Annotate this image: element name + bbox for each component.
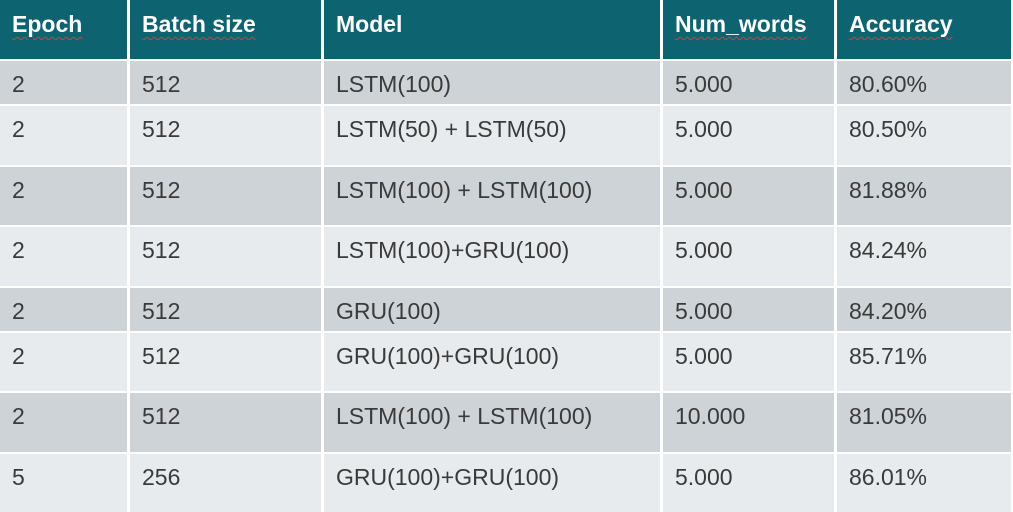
cell-epoch: 5: [0, 454, 127, 512]
header-num-words: Num_words: [663, 0, 834, 59]
cell-epoch: 2: [0, 333, 127, 391]
cell-batch-size: 512: [130, 167, 321, 225]
header-accuracy: Accuracy: [837, 0, 1011, 59]
cell-accuracy: 80.60%: [837, 61, 1011, 104]
cell-model: LSTM(100) + LSTM(100): [324, 393, 660, 452]
cell-batch-size: 512: [130, 393, 321, 452]
cell-model: LSTM(50) + LSTM(50): [324, 106, 660, 165]
cell-epoch: 2: [0, 393, 127, 452]
cell-model: GRU(100)+GRU(100): [324, 454, 660, 512]
cell-epoch: 2: [0, 227, 127, 286]
cell-batch-size: 512: [130, 227, 321, 286]
cell-epoch: 2: [0, 61, 127, 104]
cell-accuracy: 86.01%: [837, 454, 1011, 512]
cell-batch-size: 512: [130, 333, 321, 391]
cell-num-words: 5.000: [663, 227, 834, 286]
cell-accuracy: 85.71%: [837, 333, 1011, 391]
cell-accuracy: 81.88%: [837, 167, 1011, 225]
cell-model: LSTM(100)+GRU(100): [324, 227, 660, 286]
cell-model: GRU(100)+GRU(100): [324, 333, 660, 391]
cell-model: LSTM(100): [324, 61, 660, 104]
cell-num-words: 5.000: [663, 454, 834, 512]
cell-batch-size: 512: [130, 106, 321, 165]
cell-epoch: 2: [0, 167, 127, 225]
cell-num-words: 5.000: [663, 288, 834, 331]
header-model: Model: [324, 0, 660, 59]
header-batch-size: Batch size: [130, 0, 321, 59]
cell-accuracy: 81.05%: [837, 393, 1011, 452]
cell-epoch: 2: [0, 106, 127, 165]
cell-accuracy: 84.20%: [837, 288, 1011, 331]
cell-model: LSTM(100) + LSTM(100): [324, 167, 660, 225]
cell-batch-size: 512: [130, 61, 321, 104]
header-epoch: Epoch: [0, 0, 127, 59]
cell-batch-size: 512: [130, 288, 321, 331]
cell-model: GRU(100): [324, 288, 660, 331]
cell-num-words: 5.000: [663, 106, 834, 165]
cell-batch-size: 256: [130, 454, 321, 512]
cell-accuracy: 80.50%: [837, 106, 1011, 165]
cell-num-words: 10.000: [663, 393, 834, 452]
cell-num-words: 5.000: [663, 167, 834, 225]
cell-num-words: 5.000: [663, 61, 834, 104]
cell-num-words: 5.000: [663, 333, 834, 391]
cell-accuracy: 84.24%: [837, 227, 1011, 286]
cell-epoch: 2: [0, 288, 127, 331]
